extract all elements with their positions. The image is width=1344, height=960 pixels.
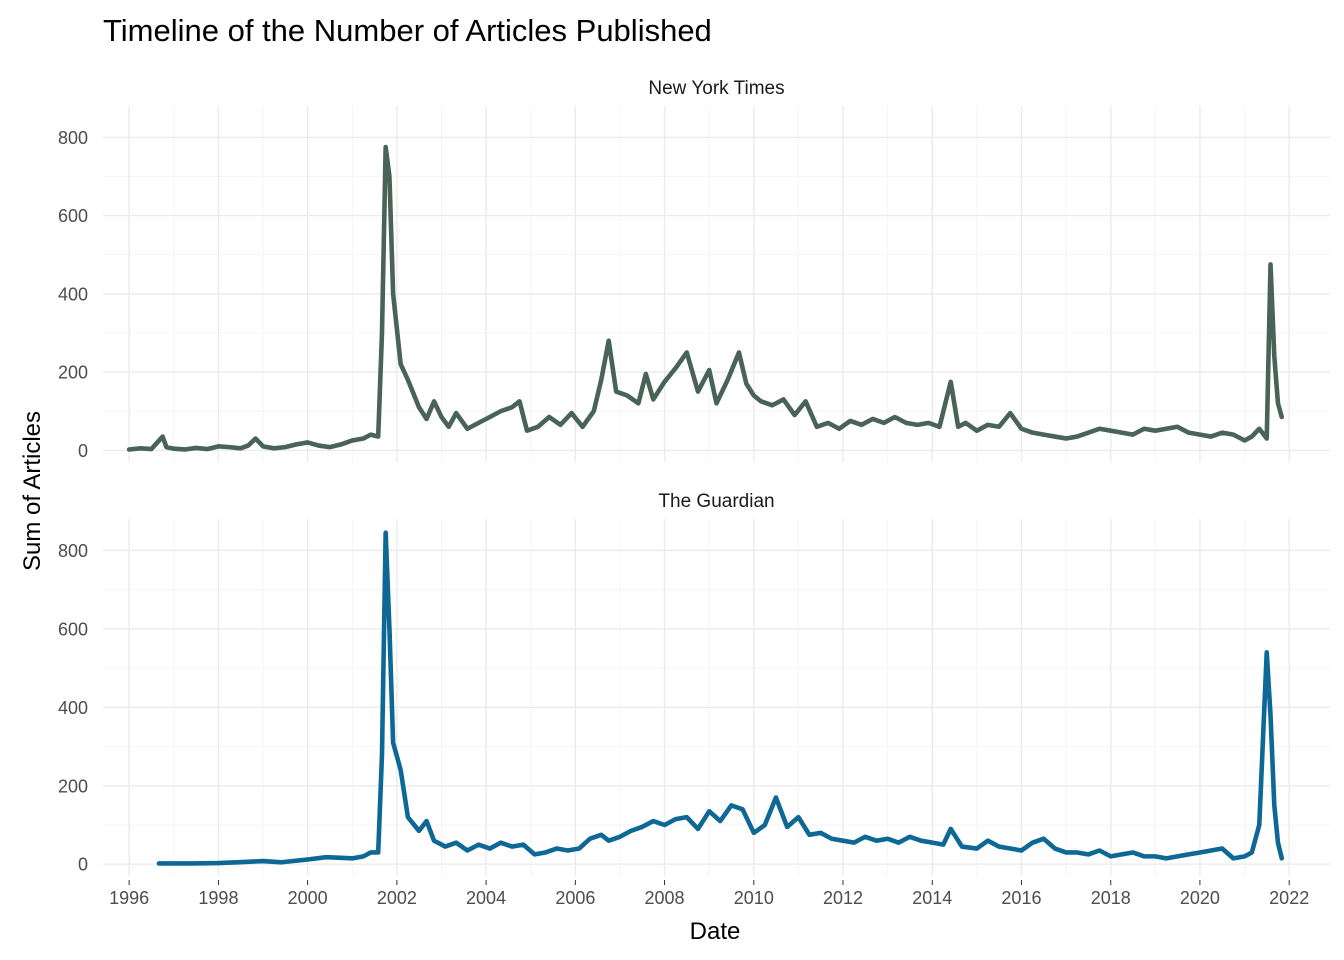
x-tick-label: 2016 [1001, 888, 1041, 908]
x-axis: 1996 1998 2000 2002 2004 2006 2008 2010 2012 2014… [109, 880, 1309, 908]
x-tick-label: 2022 [1269, 888, 1309, 908]
series-line [156, 530, 1285, 866]
facet-strip-label: New York Times [648, 78, 784, 99]
x-tick-label: 2018 [1091, 888, 1131, 908]
chart-title: Timeline of the Number of Articles Publi… [103, 13, 712, 48]
x-tick-label: 2010 [734, 888, 774, 908]
y-tick-label: 0 [78, 441, 88, 461]
y-tick-label: 400 [58, 698, 88, 718]
x-tick-label: 2002 [377, 888, 417, 908]
x-tick-label: 1996 [109, 888, 149, 908]
x-tick-label: 2000 [288, 888, 328, 908]
facet-layer: 0 200 400 600 800 New York Times 0 200 400 600 800… [58, 78, 1330, 876]
y-tick-label: 800 [58, 541, 88, 561]
x-tick-label: 2004 [466, 888, 506, 908]
y-tick-label: 200 [58, 363, 88, 383]
facet-strip-label: The Guardian [658, 491, 774, 512]
y-axis-title: Sum of Articles [19, 411, 46, 571]
y-tick-label: 800 [58, 128, 88, 148]
x-tick-label: 2020 [1180, 888, 1220, 908]
series-line [126, 144, 1285, 452]
y-tick-label: 200 [58, 776, 88, 796]
x-tick-label: 2014 [912, 888, 952, 908]
y-tick-label: 600 [58, 619, 88, 639]
facet-panel-1: 0 200 400 600 800 The Guardian [58, 491, 1330, 876]
x-tick-label: 2012 [823, 888, 863, 908]
x-tick-label: 1998 [198, 888, 238, 908]
x-axis-title: Date [690, 918, 741, 945]
y-tick-label: 600 [58, 206, 88, 226]
x-tick-label: 2008 [645, 888, 685, 908]
y-tick-label: 400 [58, 284, 88, 304]
x-tick-label: 2006 [555, 888, 595, 908]
facet-panel-0: 0 200 400 600 800 New York Times [58, 78, 1330, 462]
y-tick-label: 0 [78, 855, 88, 875]
